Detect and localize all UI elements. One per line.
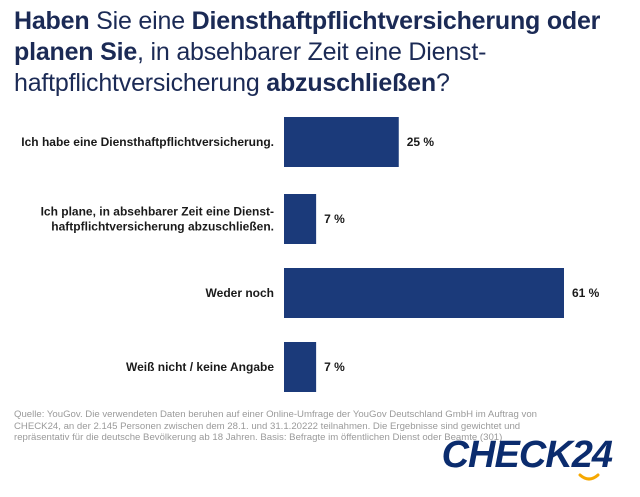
title-part: Haben [14,7,90,35]
check24-logo: CHECK24 [441,431,613,481]
logo-text: CHECK24 [441,434,613,476]
bar [284,342,317,392]
value-label: 7 % [324,360,345,374]
title-part: Sie eine [89,7,192,35]
title-part: ? [435,69,450,97]
category-label: Ich plane, in absehbarer Zeit eine Diens… [41,205,274,219]
bar [284,268,564,318]
chart-title: Haben Sie eine Diensthaftpflichtversiche… [14,6,626,99]
value-label: 25 % [407,135,435,149]
logo-smile-icon [578,473,600,481]
category-label: Weder noch [206,286,274,300]
category-label: haftpflichtversicherung abzuschließen. [51,220,274,234]
title-part: Diensthaftpflichtversicherung oder plane… [14,7,601,66]
title-part: abzuschließen [266,69,436,97]
bar [284,194,317,244]
bar [284,117,399,167]
source-note: Quelle: YouGov. Die verwendeten Daten be… [14,409,537,444]
category-label: Weiß nicht / keine Angabe [126,360,274,374]
bar-chart: 25 % Ich habe eine Diensthaftpflichtversi… [21,117,600,392]
category-label: Ich habe eine Diensthaftpflichtversicher… [21,135,274,149]
title-part: , in absehbarer Zeit eine Dienst­haftpfl… [14,38,487,97]
value-label: 61 % [572,286,600,300]
value-label: 7 % [324,212,345,226]
